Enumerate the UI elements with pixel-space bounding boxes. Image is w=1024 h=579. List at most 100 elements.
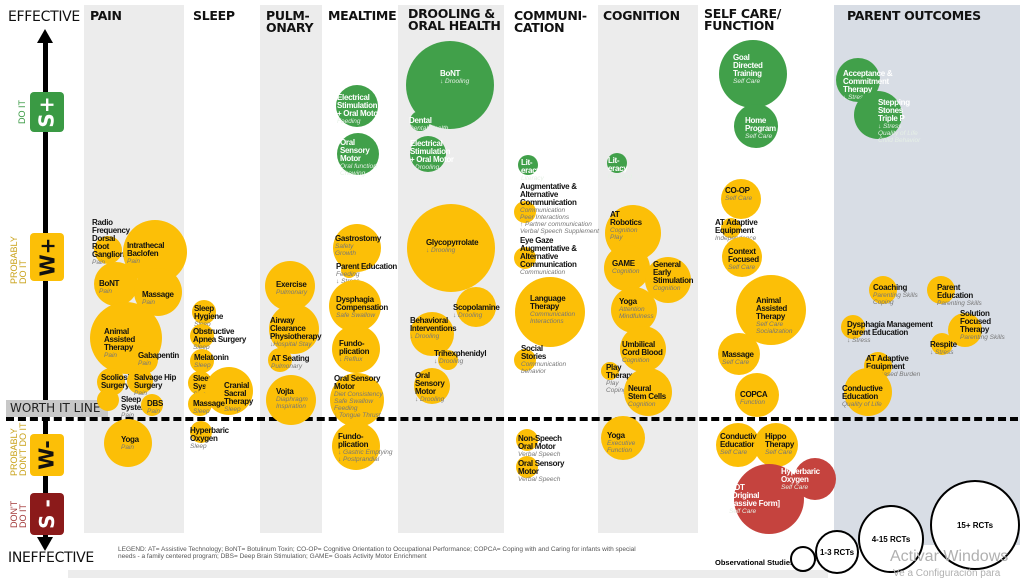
intervention-label: Umbilical Cord Blood Cognition	[622, 340, 663, 365]
intervention-name: Solution Focused Therapy	[960, 309, 991, 334]
intervention-name: Respite	[930, 340, 957, 349]
intervention-label: Yoga Executive Function	[607, 432, 636, 455]
size-legend-ring-15-plus: 15+ RCTs	[930, 480, 1020, 570]
intervention-outcome: Self Care	[781, 484, 809, 491]
intervention-bubble	[410, 111, 430, 131]
intervention-outcome: ↓ Drooling	[440, 78, 470, 85]
intervention-label: Goal Directed Training Self Care	[733, 53, 763, 86]
arrow-down-icon	[37, 537, 53, 551]
intervention-name: Electrical Stimulation + Oral Motor	[410, 139, 454, 164]
intervention-outcome: Pain	[104, 352, 118, 359]
intervention-name: Intrathecal Baclofen	[127, 241, 165, 258]
intervention-name: Goal Directed Training	[733, 53, 763, 78]
size-legend-ring-4-15: 4-15 RCTs	[858, 505, 924, 573]
intervention-bubble	[192, 300, 216, 324]
intervention-label: Conductive Education Self Care	[720, 433, 761, 457]
intervention-label: Parent Education Parenting Skills	[937, 284, 982, 308]
intervention-label: Sleep System Pain	[121, 396, 148, 420]
intervention-label: Home Program Self Care	[745, 117, 776, 141]
intervention-label: Massage Self Care	[722, 351, 754, 367]
intervention-label: Hippo Therapy Self Care	[765, 432, 795, 457]
column-title-cognition: COGNITION	[603, 8, 680, 23]
intervention-name: Oral Sensory Motor	[415, 371, 445, 396]
intervention-label: CO-OP Self Care	[725, 187, 752, 203]
intervention-label: Intrathecal Baclofen Pain	[127, 241, 165, 266]
intervention-label: COPCA Function	[740, 391, 768, 407]
intervention-bubble	[931, 333, 953, 355]
intervention-bubble	[268, 348, 292, 372]
intervention-outcome: ↓ Stress	[847, 337, 871, 344]
intervention-outcome: Sleep	[194, 362, 211, 369]
intervention-name: Hyperbaric Oxygen	[781, 467, 820, 484]
intervention-bubble	[736, 275, 806, 345]
size-legend-ring-observational	[790, 546, 816, 572]
intervention-outcome: Executive Function	[607, 440, 636, 454]
intervention-name: Fundo- plication	[338, 432, 369, 449]
intervention-outcome: Pain	[138, 360, 152, 367]
intervention-bubble	[336, 85, 378, 127]
intervention-name: AT Seating	[271, 354, 310, 363]
intervention-name: Parent Education	[336, 262, 397, 271]
intervention-name: Umbilical Cord Blood	[622, 340, 663, 357]
intervention-name: Neural Stem Cells	[628, 384, 666, 401]
intervention-label: Solution Focused Therapy Parenting Skills	[960, 309, 1005, 342]
intervention-name: BoNT	[440, 69, 461, 78]
intervention-bubble	[514, 201, 536, 223]
intervention-outcome: Communication behavior	[521, 361, 567, 375]
intervention-bubble	[735, 373, 779, 417]
intervention-outcome: Sleep	[193, 408, 210, 415]
intervention-label: Hyperbaric Oxygen Self Care	[781, 467, 820, 492]
intervention-label: Oral Sensory Motor Oral function Chewing	[340, 138, 377, 178]
intervention-name: BoNT	[99, 279, 120, 288]
intervention-label: Lit- eracy Literacy	[521, 159, 544, 183]
intervention-bubble	[601, 362, 619, 380]
intervention-outcome: Safety Growth	[335, 243, 356, 257]
badge-label: S+	[34, 96, 59, 128]
intervention-name: Hippo Therapy	[765, 432, 795, 449]
bottom-strip	[68, 570, 828, 578]
intervention-name: Trihexphenidyl	[434, 349, 487, 358]
intervention-bubble	[329, 280, 381, 332]
intervention-outcome: Reading	[608, 173, 633, 180]
intervention-name: Vojta	[276, 387, 294, 396]
intervention-bubble	[190, 421, 212, 443]
intervention-bubble	[438, 350, 458, 370]
intervention-name: Fundo- plication	[339, 339, 370, 356]
intervention-outcome: Safe Swallow	[336, 312, 376, 319]
intervention-outcome: Sleep	[193, 344, 210, 351]
intervention-bubble	[407, 204, 495, 292]
intervention-name: Gabapentin	[138, 351, 180, 360]
intervention-outcome: Pain	[147, 408, 161, 415]
intervention-outcome: ↓ Gastric Emptying ↓ Postprandial	[338, 449, 393, 463]
intervention-label: Neural Stem Cells Cognition	[628, 384, 666, 409]
intervention-outcome: Verbal Speech	[518, 476, 561, 483]
intervention-label: NDT [Original Passive Form] Self Care	[729, 484, 780, 516]
intervention-label: Lit- eracy Reading	[608, 157, 633, 181]
intervention-outcome: ↓ Drooling	[415, 396, 445, 403]
intervention-outcome: Pain	[134, 390, 148, 397]
intervention-name: Exercise	[276, 280, 307, 289]
intervention-bubble	[341, 262, 357, 278]
intervention-name: Gastrostomy	[335, 234, 382, 243]
intervention-label: Play Therapy Play Coping	[606, 363, 636, 395]
intervention-outcome: Cognition	[653, 285, 681, 292]
intervention-name: Animal Assisted Therapy	[756, 296, 787, 321]
intervention-name: Oral Sensory Motor	[340, 138, 370, 163]
intervention-bubble	[514, 247, 536, 269]
legend-text: LEGEND: AT= Assistive Technology; BoNT= …	[118, 546, 636, 560]
intervention-bubble	[601, 416, 645, 460]
intervention-outcome: Play Coping	[606, 380, 627, 394]
intervention-bubble	[611, 287, 657, 333]
column-title-parent-outcomes: PARENT OUTCOMES	[847, 8, 981, 23]
intervention-outcome: Attention Mindfulness	[619, 306, 654, 320]
intervention-name: Play Therapy	[606, 363, 636, 380]
worth-it-dashed-line	[6, 417, 1018, 421]
badge-w-minus: W-	[30, 434, 64, 476]
intervention-label: Oral Sensory Motor Diet Consistency Safe …	[334, 375, 383, 420]
badge-s-minus: S -	[30, 493, 64, 535]
intervention-outcome: Pain	[92, 259, 106, 266]
arrow-up-icon	[37, 29, 53, 43]
column-title-self-care: SELF CARE/ FUNCTION	[704, 6, 781, 33]
intervention-bubble	[456, 287, 496, 327]
watermark-line2: Ve a Configuración para	[893, 568, 1001, 579]
